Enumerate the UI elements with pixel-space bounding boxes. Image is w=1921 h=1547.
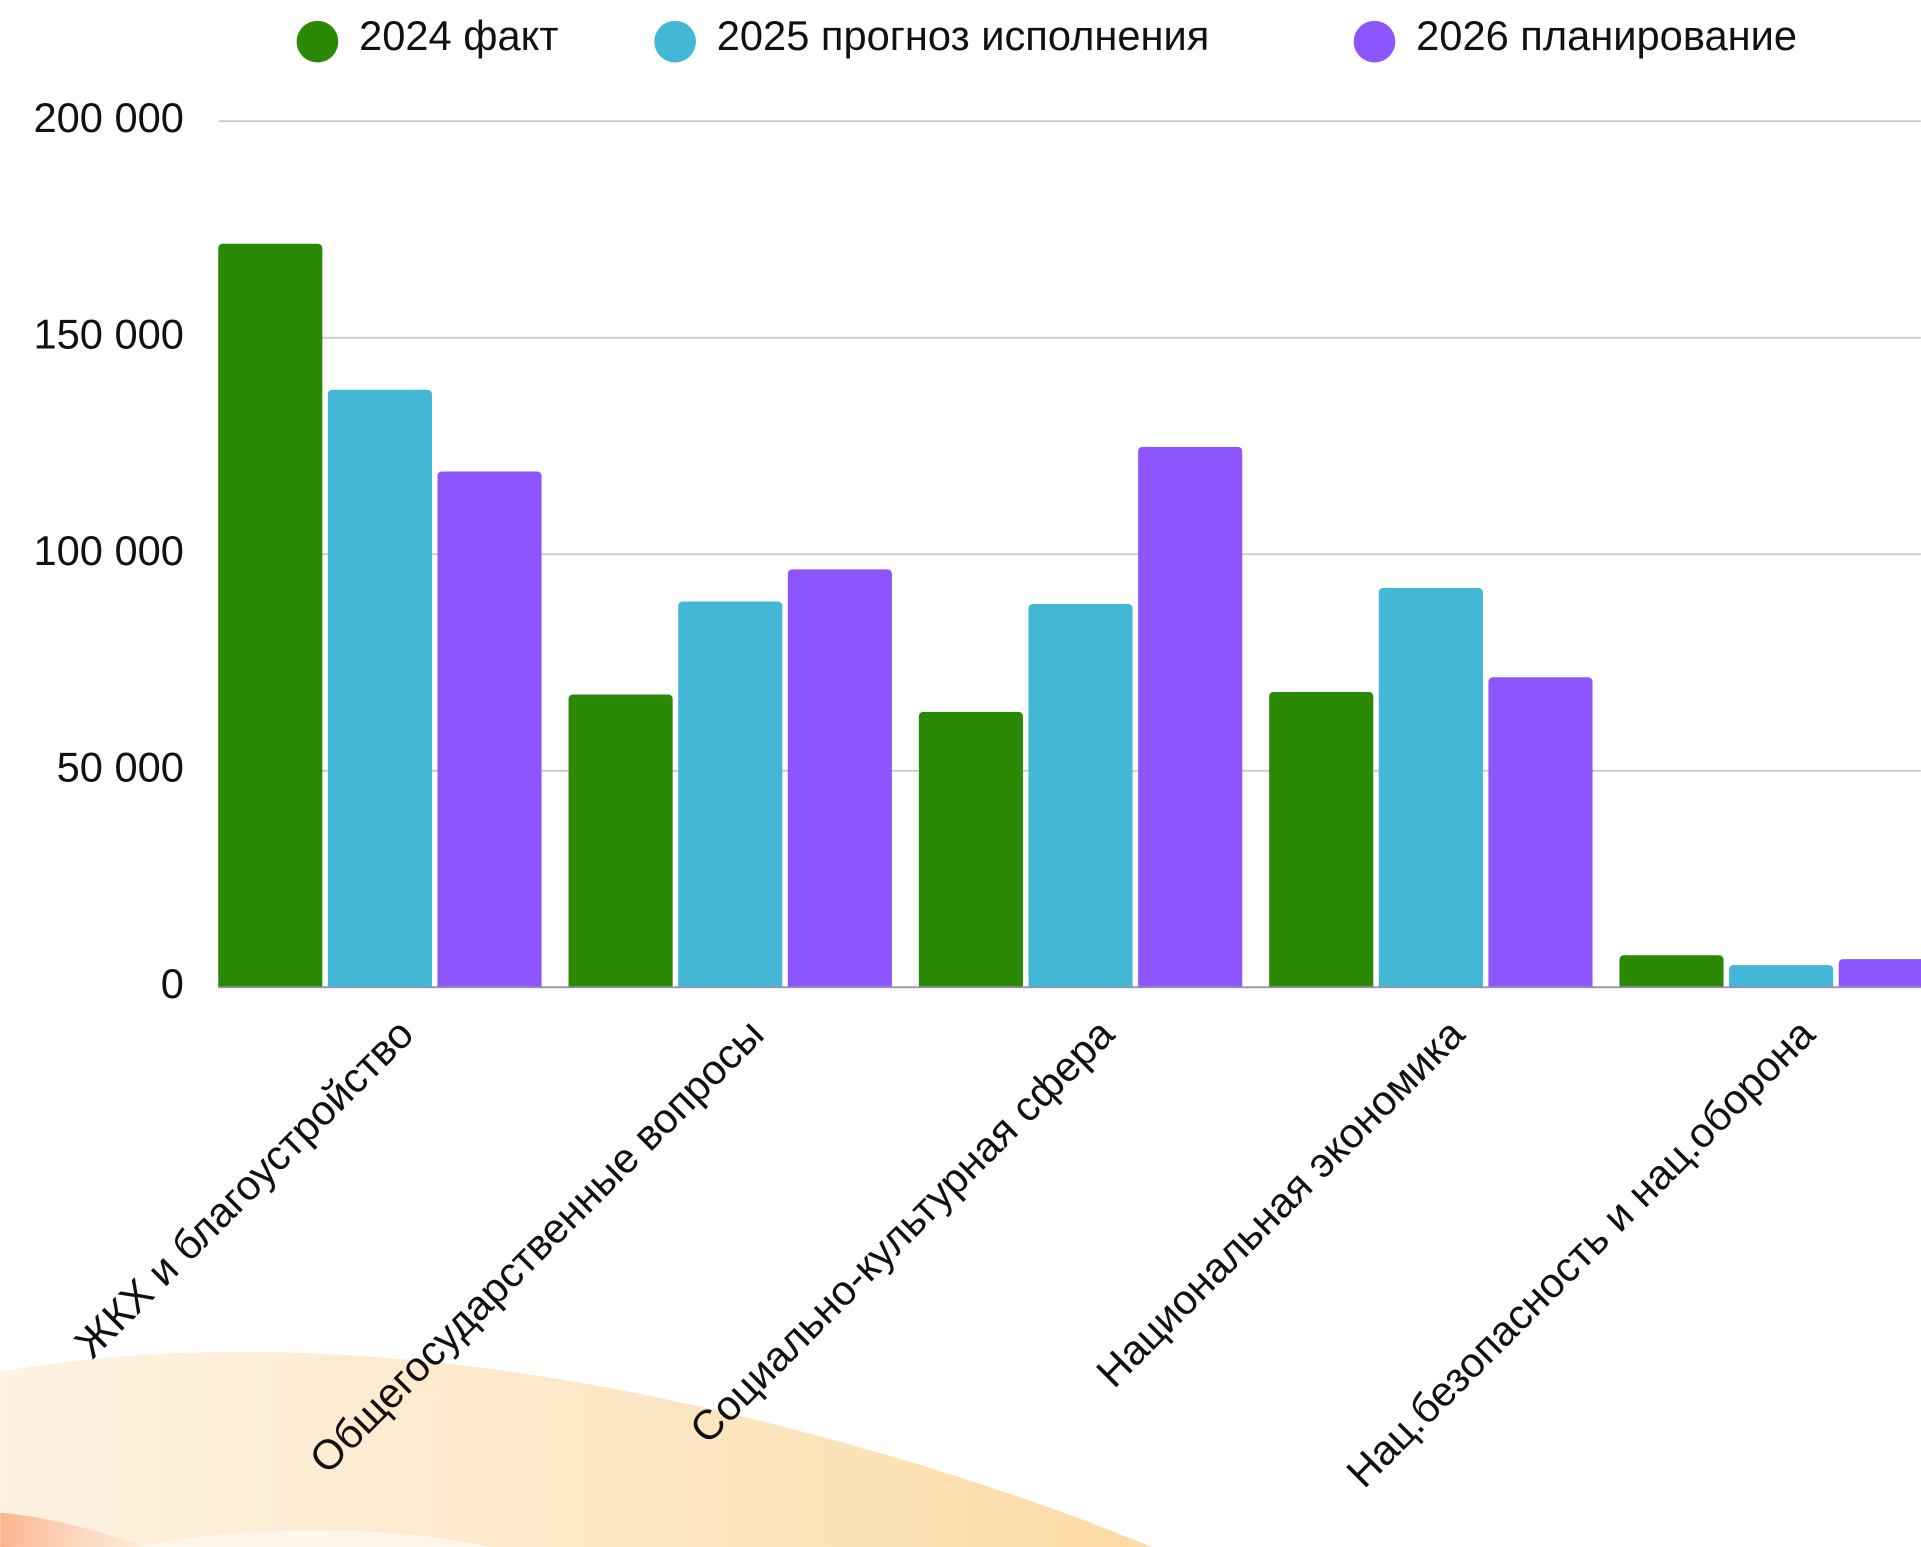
y-tick-label: 150 000 (33, 311, 183, 358)
bar (568, 694, 673, 988)
y-tick-label: 200 000 (33, 94, 183, 141)
x-tick-label: Социально-культурная сфера (681, 1009, 1124, 1452)
y-tick-label: 50 000 (57, 744, 184, 791)
bar (1378, 588, 1483, 988)
bar (218, 243, 323, 988)
bar (678, 601, 783, 988)
bar (1619, 955, 1724, 988)
bar (1269, 691, 1374, 988)
legend-marker (654, 20, 696, 63)
y-tick-label: 0 (161, 960, 184, 1007)
x-tick-label: Национальная экономика (1087, 1009, 1474, 1396)
bar (437, 471, 542, 988)
legend-label: 2025 прогноз исполнения (717, 12, 1210, 59)
x-tick-label: ЖКХ и благоустройство (65, 1010, 422, 1367)
legend-marker (296, 20, 339, 63)
legend-label: 2026 планирование (1416, 12, 1797, 59)
bar (1028, 604, 1133, 988)
bar (1838, 959, 1921, 988)
bar (1488, 677, 1593, 988)
bar (1729, 965, 1834, 988)
bar (787, 569, 892, 988)
bar (918, 711, 1023, 988)
y-tick-label: 100 000 (33, 527, 183, 574)
bar (327, 389, 432, 988)
bar (1138, 446, 1243, 988)
legend-label: 2024 факт (359, 12, 558, 59)
legend-marker (1353, 20, 1396, 63)
background-decoration (0, 1351, 1152, 1547)
